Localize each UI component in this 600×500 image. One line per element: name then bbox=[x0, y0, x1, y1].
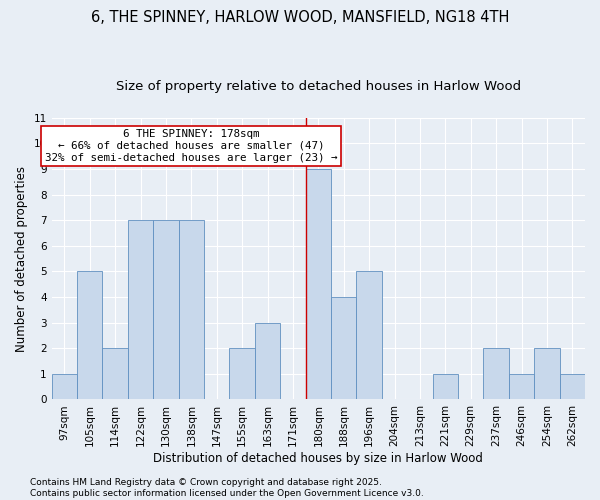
Bar bbox=[433, 374, 458, 400]
Text: 6, THE SPINNEY, HARLOW WOOD, MANSFIELD, NG18 4TH: 6, THE SPINNEY, HARLOW WOOD, MANSFIELD, … bbox=[91, 10, 509, 25]
Bar bbox=[179, 220, 204, 400]
Bar bbox=[153, 220, 179, 400]
Bar bbox=[229, 348, 255, 400]
Bar bbox=[356, 272, 382, 400]
Text: Contains HM Land Registry data © Crown copyright and database right 2025.
Contai: Contains HM Land Registry data © Crown c… bbox=[30, 478, 424, 498]
Bar bbox=[484, 348, 509, 400]
Bar bbox=[331, 297, 356, 400]
Bar bbox=[52, 374, 77, 400]
Text: 6 THE SPINNEY: 178sqm
← 66% of detached houses are smaller (47)
32% of semi-deta: 6 THE SPINNEY: 178sqm ← 66% of detached … bbox=[45, 130, 338, 162]
Bar bbox=[103, 348, 128, 400]
Bar bbox=[77, 272, 103, 400]
Bar bbox=[128, 220, 153, 400]
X-axis label: Distribution of detached houses by size in Harlow Wood: Distribution of detached houses by size … bbox=[154, 452, 483, 465]
Bar bbox=[509, 374, 534, 400]
Y-axis label: Number of detached properties: Number of detached properties bbox=[15, 166, 28, 352]
Title: Size of property relative to detached houses in Harlow Wood: Size of property relative to detached ho… bbox=[116, 80, 521, 93]
Bar bbox=[255, 322, 280, 400]
Bar bbox=[534, 348, 560, 400]
Bar bbox=[305, 169, 331, 400]
Bar bbox=[560, 374, 585, 400]
